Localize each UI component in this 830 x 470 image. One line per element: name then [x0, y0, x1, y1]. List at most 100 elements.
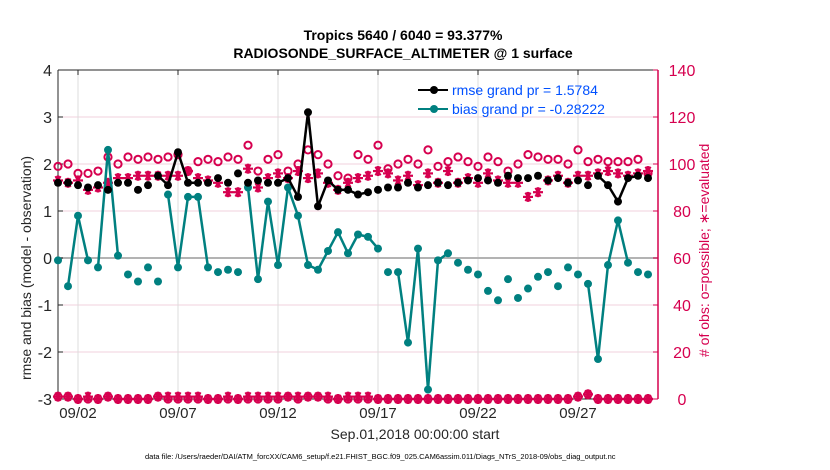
- possible-marker: [273, 150, 283, 160]
- y-tick-label-right: 80: [673, 204, 691, 221]
- bias-point: [394, 268, 402, 277]
- x-tick-label: 09/07: [159, 405, 197, 422]
- possible-marker: [553, 154, 563, 164]
- bias-point: [604, 261, 612, 270]
- rmse-point: [274, 178, 282, 187]
- bias-segment: [586, 283, 600, 360]
- y-tick-label-left: 0: [43, 251, 52, 268]
- evaluated-marker: [203, 394, 213, 404]
- rmse-point: [594, 171, 602, 180]
- possible-marker: [153, 154, 163, 164]
- evaluated-marker: [533, 394, 543, 404]
- bias-point: [144, 263, 152, 272]
- rmse-point: [564, 178, 572, 187]
- bias-point: [124, 270, 132, 279]
- evaluated-marker: [623, 394, 633, 404]
- possible-marker: [193, 157, 203, 167]
- bias-segment: [276, 187, 290, 266]
- evaluated-marker: [383, 168, 393, 179]
- x-tick-label: 09/22: [459, 405, 497, 422]
- rmse-point: [94, 181, 102, 190]
- y-tick-label-left: 3: [43, 110, 52, 127]
- rmse-point: [504, 171, 512, 180]
- possible-marker: [63, 159, 73, 169]
- possible-marker: [563, 159, 573, 169]
- evaluated-marker: [633, 394, 643, 404]
- bias-point: [374, 244, 382, 253]
- evaluated-marker: [73, 394, 83, 404]
- possible-marker: [423, 145, 433, 155]
- bias-segment: [596, 264, 610, 360]
- rmse-point: [584, 181, 592, 190]
- rmse-point: [614, 197, 622, 206]
- evaluated-marker: [103, 391, 113, 402]
- evaluated-marker: [153, 391, 163, 402]
- evaluated-marker: [523, 191, 533, 202]
- bias-point: [324, 246, 332, 255]
- bias-point: [354, 230, 362, 239]
- possible-marker: [113, 159, 123, 169]
- evaluated-marker: [483, 394, 493, 404]
- evaluated-marker: [613, 168, 623, 179]
- rmse-segment: [316, 179, 330, 207]
- evaluated-marker: [273, 168, 283, 179]
- rmse-point: [234, 169, 242, 178]
- bias-point: [304, 261, 312, 270]
- possible-marker: [633, 154, 643, 164]
- bias-segment: [296, 215, 310, 266]
- evaluated-marker: [313, 391, 323, 402]
- y-tick-label-left: -2: [38, 345, 52, 362]
- bias-segment: [406, 248, 420, 343]
- rmse-point: [304, 108, 312, 117]
- x-tick-label: 09/12: [259, 405, 297, 422]
- bias-point: [384, 268, 392, 277]
- bias-segment: [176, 196, 190, 268]
- evaluated-marker: [563, 394, 573, 404]
- evaluated-marker: [243, 163, 253, 174]
- evaluated-marker: [303, 391, 313, 402]
- possible-marker: [223, 152, 233, 162]
- bias-segment: [66, 215, 80, 287]
- bias-point: [94, 263, 102, 272]
- bias-point: [544, 268, 552, 277]
- rmse-segment: [176, 151, 190, 184]
- evaluated-marker: [113, 394, 123, 404]
- evaluated-marker: [133, 394, 143, 404]
- possible-marker: [533, 152, 543, 162]
- rmse-point: [194, 178, 202, 187]
- bias-point: [614, 216, 622, 225]
- bias-segment: [396, 271, 410, 343]
- possible-marker: [93, 166, 103, 176]
- rmse-point: [404, 178, 412, 187]
- bias-point: [504, 275, 512, 284]
- rmse-point: [314, 202, 322, 211]
- possible-marker: [543, 154, 553, 164]
- legend-label-rmse: rmse grand pr = 1.5784: [452, 81, 598, 98]
- possible-marker: [513, 159, 523, 169]
- evaluated-marker: [223, 391, 233, 402]
- bias-segment: [106, 149, 120, 256]
- bias-point: [484, 286, 492, 295]
- possible-marker: [163, 152, 173, 162]
- y-tick-label-right: 120: [669, 110, 696, 127]
- rmse-point: [344, 185, 352, 194]
- possible-marker: [523, 150, 533, 160]
- bias-point: [164, 190, 172, 199]
- bias-segment: [166, 194, 180, 268]
- bias-point: [524, 284, 532, 293]
- rmse-point: [554, 174, 562, 183]
- bias-segment: [266, 201, 280, 266]
- bias-segment: [606, 220, 620, 266]
- rmse-point: [634, 171, 642, 180]
- evaluated-marker: [253, 391, 263, 402]
- evaluated-marker: [463, 394, 473, 404]
- evaluated-marker: [323, 391, 333, 402]
- possible-marker: [213, 157, 223, 167]
- bias-point: [344, 249, 352, 258]
- y-axis-label-left: rmse and bias (model - observation): [18, 155, 34, 380]
- possible-marker: [493, 157, 503, 167]
- bias-point: [514, 293, 522, 302]
- evaluated-marker: [443, 166, 453, 177]
- rmse-point: [324, 176, 332, 185]
- bias-point: [424, 385, 432, 394]
